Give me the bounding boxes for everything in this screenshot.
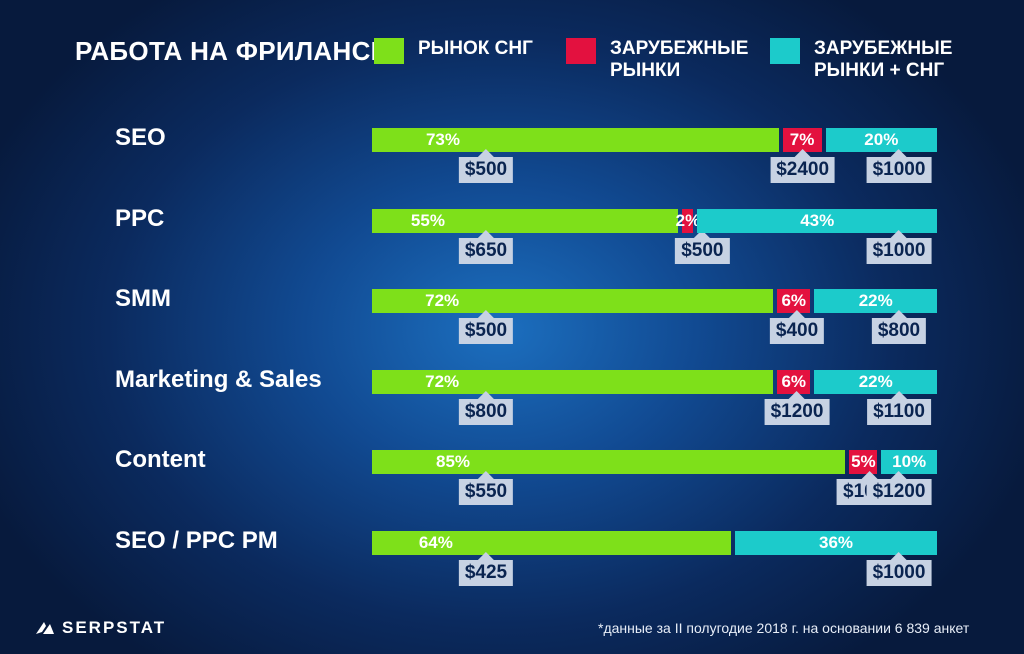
percent-label: 22% <box>858 371 893 391</box>
bar-segment <box>881 450 937 474</box>
percent-label: 10% <box>892 452 927 471</box>
category-label: SEO <box>115 124 166 151</box>
price-label: $500 <box>458 149 514 183</box>
percent-label: 43% <box>800 210 835 230</box>
bar-segment <box>372 128 779 152</box>
percent-label: 2% <box>675 210 701 230</box>
percent-label: 6% <box>781 371 807 391</box>
percent-label: 55% <box>410 210 445 230</box>
category-label: SEO / PPC PM <box>115 526 278 554</box>
percent-label: 73% <box>425 130 460 149</box>
bar-segment <box>814 369 937 394</box>
price-label: $1000 <box>866 229 932 264</box>
price-label: $1200 <box>866 471 932 505</box>
price-label: $1000 <box>866 551 932 586</box>
legend-item-1: ЗАРУБЕЖНЫЕ РЫНКИ <box>566 38 748 82</box>
price-label: $650 <box>458 229 514 264</box>
legend-label: РЫНОК СНГ <box>418 38 533 59</box>
footnote: *данные за II полугодие 2018 г. на основ… <box>598 620 970 636</box>
percent-label: 20% <box>864 130 899 149</box>
category-label: Content <box>115 446 206 473</box>
price-label: $800 <box>871 310 927 344</box>
bar-segment <box>735 530 937 555</box>
bar-segment <box>372 530 732 555</box>
legend-swatch <box>374 38 404 64</box>
price-label: $2400 <box>770 149 836 183</box>
category-label: PPC <box>115 204 165 232</box>
percent-label: 72% <box>425 291 460 310</box>
bar-segment <box>372 369 774 394</box>
serpstat-logo-icon <box>36 622 54 634</box>
percent-label: 64% <box>418 532 453 552</box>
serpstat-logo: SERPSTAT <box>34 618 166 638</box>
percent-label: 22% <box>858 291 893 310</box>
legend-item-2: ЗАРУБЕЖНЫЕ РЫНКИ + СНГ <box>770 38 952 82</box>
bar-segment <box>782 128 822 152</box>
category-label: Marketing & Sales <box>115 365 322 393</box>
chart-title: РАБОТА НА ФРИЛАНСЕ <box>75 36 389 66</box>
bar-segment <box>372 208 679 233</box>
legend-label: ЗАРУБЕЖНЫЕ РЫНКИ <box>610 38 749 81</box>
legend-item-0: РЫНОК СНГ <box>374 38 533 64</box>
bar-segment <box>372 289 774 313</box>
bar-segment <box>682 208 694 233</box>
percent-label: 7% <box>789 130 815 149</box>
category-label: SMM <box>115 285 171 312</box>
percent-label: 72% <box>425 371 460 391</box>
price-label: $1200 <box>764 390 830 425</box>
bar-segment <box>825 128 937 152</box>
price-label: $1100 <box>867 390 931 425</box>
price-label: $400 <box>769 310 825 344</box>
bar-segment <box>814 289 937 313</box>
price-label: $800 <box>458 390 514 425</box>
percent-label: 85% <box>436 452 471 471</box>
price-label: $500 <box>675 229 730 264</box>
price-label: $1000 <box>866 149 932 183</box>
percent-label: 36% <box>819 532 854 552</box>
price-label: $500 <box>458 310 514 344</box>
bar-segment <box>777 289 811 313</box>
bar-segment <box>372 450 846 474</box>
legend-label: ЗАРУБЕЖНЫЕ РЫНКИ + СНГ <box>814 38 953 81</box>
price-label: $550 <box>458 471 514 505</box>
percent-label: 6% <box>781 291 807 310</box>
bar-segment <box>849 450 878 474</box>
legend-swatch <box>770 38 800 64</box>
brand-name: SERPSTAT <box>62 618 167 637</box>
legend-swatch <box>566 38 596 64</box>
percent-label: 5% <box>851 452 876 471</box>
bar-segment <box>777 369 811 394</box>
bar-segment <box>697 208 937 233</box>
price-label: $425 <box>458 551 514 586</box>
